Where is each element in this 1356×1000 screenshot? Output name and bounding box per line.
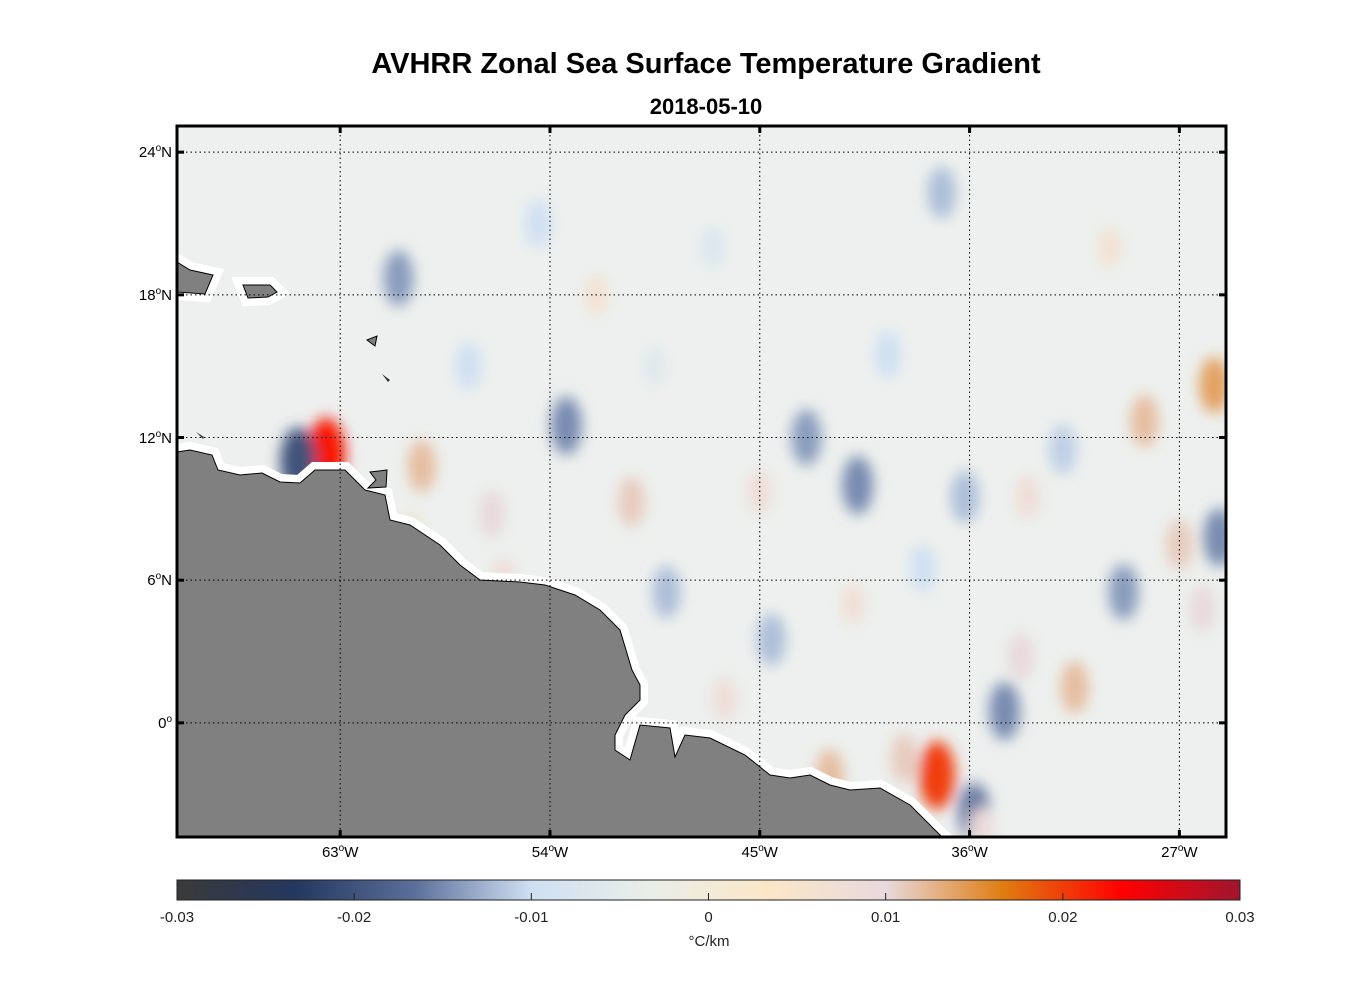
colorbar-tick-label: 0.02 xyxy=(1048,909,1078,926)
small-island xyxy=(196,432,204,439)
gradient-anomaly xyxy=(1007,632,1034,681)
gradient-anomaly xyxy=(757,613,786,666)
gradient-anomaly xyxy=(1015,474,1040,519)
gradient-anomaly xyxy=(927,166,956,219)
small-island xyxy=(382,374,390,382)
colorbar-tick-label: -0.02 xyxy=(337,909,372,926)
gradient-anomaly xyxy=(1189,584,1216,633)
gradient-anomaly xyxy=(652,566,681,619)
x-tick-label: 54oW xyxy=(531,843,569,861)
y-tick-label: 0o xyxy=(158,713,172,732)
gradient-anomaly xyxy=(525,199,552,248)
gradient-anomaly xyxy=(550,396,582,455)
gradient-anomaly xyxy=(1049,424,1077,475)
x-tick-label: 63oW xyxy=(321,843,359,861)
x-tick-label: 45oW xyxy=(741,843,778,861)
gradient-anomaly xyxy=(1130,394,1159,447)
gradient-anomaly xyxy=(455,342,482,391)
south-america-land xyxy=(177,449,943,837)
gradient-anomaly xyxy=(712,677,737,722)
y-tick-label: 18oN xyxy=(138,285,172,304)
gradient-anomaly xyxy=(842,456,874,515)
y-tick-label: 24oN xyxy=(138,143,172,162)
gradient-anomaly xyxy=(407,440,436,493)
x-tick-label: 36oW xyxy=(951,843,988,861)
small-island xyxy=(365,335,378,347)
colorbar-tick-label: -0.01 xyxy=(514,909,549,926)
colorbar-tick-label: 0.03 xyxy=(1225,909,1255,926)
colorbar-tick-label: -0.03 xyxy=(159,909,195,926)
gradient-anomaly xyxy=(1203,508,1226,567)
gradient-anomaly xyxy=(890,733,918,784)
gradient-anomaly xyxy=(874,330,901,379)
colorbar-tick-label: 0 xyxy=(704,909,713,926)
gradient-anomaly xyxy=(1199,357,1226,414)
chart-title: AVHRR Zonal Sea Surface Temperature Grad… xyxy=(371,48,1041,80)
gradient-anomaly xyxy=(747,470,772,515)
colorbar-label: °C/km xyxy=(688,933,730,950)
gradient-anomaly xyxy=(618,476,646,527)
caribbean-island-land xyxy=(177,261,214,295)
trinidad-land xyxy=(366,469,388,489)
land-layer xyxy=(177,252,954,837)
map-frame xyxy=(175,124,1228,839)
colorbar-tick-label: 0.01 xyxy=(871,909,901,926)
gradient-anomaly xyxy=(989,681,1021,740)
gradient-anomaly xyxy=(841,582,865,625)
gradient-anomaly xyxy=(1098,227,1121,268)
gradient-anomaly xyxy=(383,250,414,307)
chart-subtitle: 2018-05-10 xyxy=(649,94,763,119)
gradient-anomaly xyxy=(791,409,822,466)
gradient-anomaly xyxy=(1060,661,1089,714)
colorbar-ticks xyxy=(353,893,1064,900)
gradient-anomaly xyxy=(909,544,936,593)
gradient-anomaly xyxy=(478,489,505,538)
gradient-anomaly xyxy=(968,806,994,837)
gradient-anomaly xyxy=(918,741,955,810)
gradient-anomaly xyxy=(950,470,979,523)
y-tick-label: 6oN xyxy=(147,571,172,590)
gradient-anomaly xyxy=(643,346,666,387)
x-tick-label: 27oW xyxy=(1161,843,1198,861)
y-tick-label: 12oN xyxy=(138,428,172,447)
gradient-anomaly xyxy=(701,226,725,269)
gridlines xyxy=(177,126,1226,837)
gradient-anomaly xyxy=(1108,564,1139,621)
